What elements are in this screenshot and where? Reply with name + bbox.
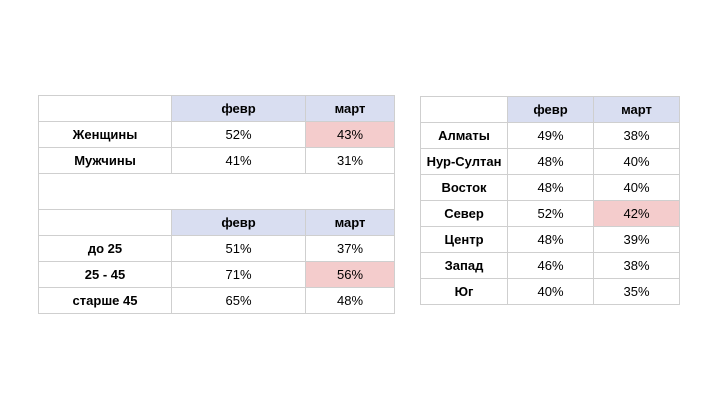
header-corner-cell: [38, 95, 172, 122]
table-row: 25 - 45 71% 56%: [38, 261, 395, 288]
table-row: старше 45 65% 48%: [38, 287, 395, 314]
row-label: Нур-Султан: [420, 148, 508, 175]
table-row: Восток 48% 40%: [420, 174, 680, 201]
header-corner-cell: [38, 209, 172, 236]
table-row: Мужчины 41% 31%: [38, 147, 395, 174]
cell-mar-highlighted: 42%: [593, 200, 680, 227]
row-label: старше 45: [38, 287, 172, 314]
header-mar: март: [305, 209, 395, 236]
cell-feb: 48%: [507, 174, 594, 201]
table-row: Юг 40% 35%: [420, 278, 680, 305]
table-row: Запад 46% 38%: [420, 252, 680, 279]
cell-mar: 39%: [593, 226, 680, 253]
cell-mar-highlighted: 56%: [305, 261, 395, 288]
cell-feb: 71%: [171, 261, 306, 288]
row-label: Запад: [420, 252, 508, 279]
row-label: Центр: [420, 226, 508, 253]
table-row: Нур-Султан 48% 40%: [420, 148, 680, 175]
table-row: Женщины 52% 43%: [38, 121, 395, 148]
cell-feb: 41%: [171, 147, 306, 174]
header-feb: февр: [171, 209, 306, 236]
row-label: 25 - 45: [38, 261, 172, 288]
row-label: Мужчины: [38, 147, 172, 174]
header-corner-cell: [420, 96, 508, 123]
row-label: Восток: [420, 174, 508, 201]
cell-feb: 48%: [507, 148, 594, 175]
cell-mar: 37%: [305, 235, 395, 262]
table-row: Алматы 49% 38%: [420, 122, 680, 149]
cell-mar: 31%: [305, 147, 395, 174]
row-label: Юг: [420, 278, 508, 305]
table-header-row: февр март: [38, 209, 395, 236]
cell-mar: 38%: [593, 122, 680, 149]
cell-feb: 65%: [171, 287, 306, 314]
region-table: февр март Алматы 49% 38% Нур-Султан 48% …: [420, 96, 680, 305]
cell-mar: 40%: [593, 174, 680, 201]
cell-feb: 52%: [171, 121, 306, 148]
table-row: Север 52% 42%: [420, 200, 680, 227]
header-mar: март: [305, 95, 395, 122]
cell-feb: 49%: [507, 122, 594, 149]
row-label: Женщины: [38, 121, 172, 148]
table-header-row: февр март: [420, 96, 680, 123]
cell-feb: 40%: [507, 278, 594, 305]
cell-feb: 46%: [507, 252, 594, 279]
cell-mar: 35%: [593, 278, 680, 305]
gender-age-table: февр март Женщины 52% 43% Мужчины 41% 31…: [38, 95, 395, 314]
spacer-row: [38, 173, 395, 210]
cell-feb: 51%: [171, 235, 306, 262]
spacer-cell: [38, 173, 395, 210]
cell-mar: 48%: [305, 287, 395, 314]
cell-feb: 52%: [507, 200, 594, 227]
cell-mar: 40%: [593, 148, 680, 175]
row-label: до 25: [38, 235, 172, 262]
cell-mar-highlighted: 43%: [305, 121, 395, 148]
table-header-row: февр март: [38, 95, 395, 122]
header-mar: март: [593, 96, 680, 123]
table-row: до 25 51% 37%: [38, 235, 395, 262]
header-feb: февр: [171, 95, 306, 122]
cell-feb: 48%: [507, 226, 594, 253]
header-feb: февр: [507, 96, 594, 123]
cell-mar: 38%: [593, 252, 680, 279]
row-label: Север: [420, 200, 508, 227]
row-label: Алматы: [420, 122, 508, 149]
table-row: Центр 48% 39%: [420, 226, 680, 253]
